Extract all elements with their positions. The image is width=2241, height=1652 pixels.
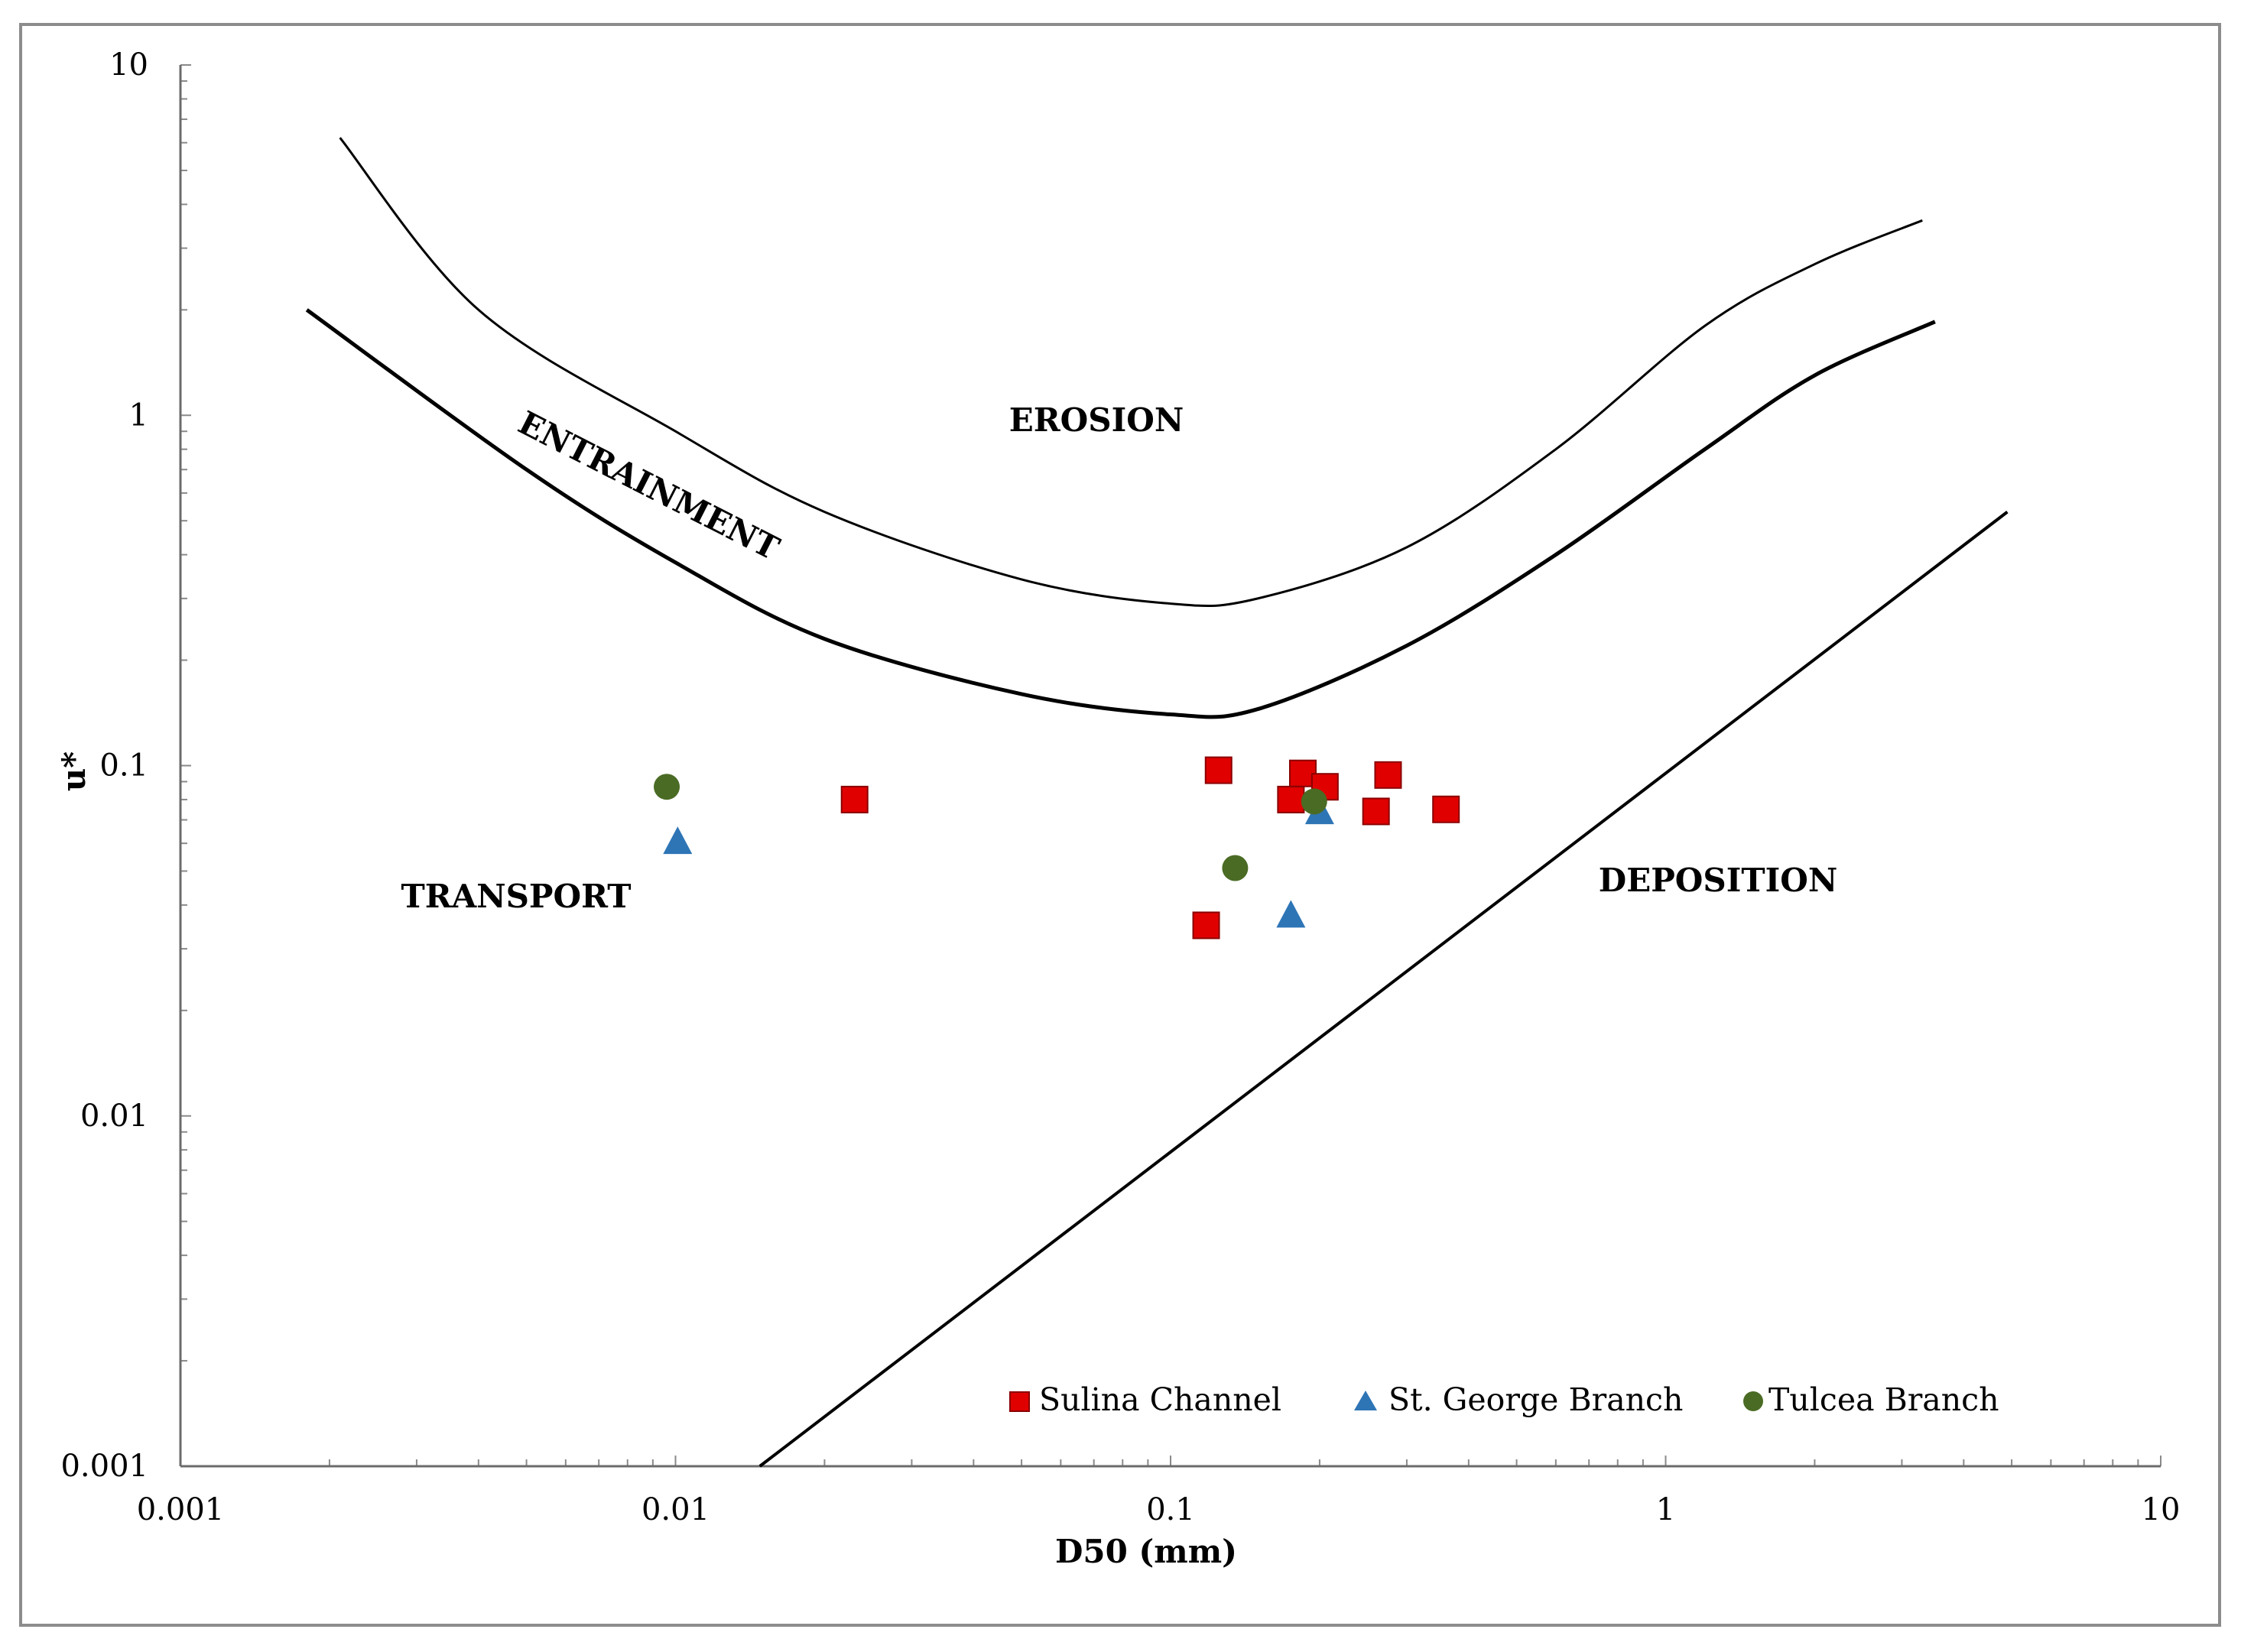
y-tick-labels: 0.001 0.01 0.1 1 10 xyxy=(60,47,148,1484)
data-points xyxy=(654,756,1460,940)
x-tick-label: 0.1 xyxy=(1146,1492,1195,1527)
tulcea-branch-point xyxy=(1222,855,1249,881)
x-tick-label: 0.01 xyxy=(641,1492,710,1527)
legend-label-st-george: St. George Branch xyxy=(1388,1381,1683,1418)
erosion-threshold-curve xyxy=(339,137,1923,608)
annotation-erosion: EROSION xyxy=(1009,401,1184,439)
legend-marker-st-george xyxy=(1354,1391,1377,1410)
y-tick-label: 10 xyxy=(109,47,148,83)
legend-label-sulina: Sulina Channel xyxy=(1039,1381,1281,1418)
sulina-channel-point xyxy=(1204,756,1233,784)
annotation-transport: TRANSPORT xyxy=(401,878,631,915)
deposition-threshold-curve xyxy=(758,511,2009,1468)
st-george-branch-point xyxy=(1276,900,1306,928)
sulina-channel-point xyxy=(1432,795,1460,823)
x-tick-label: 1 xyxy=(1656,1492,1675,1527)
entrainment-threshold-curve xyxy=(305,308,1936,719)
sulina-channel-point xyxy=(1362,797,1390,826)
y-axis-title: u* xyxy=(55,751,93,792)
y-tick-label: 1 xyxy=(129,398,148,433)
sulina-channel-point xyxy=(1192,911,1220,940)
axes xyxy=(179,65,2161,1468)
tulcea-branch-point xyxy=(654,774,680,800)
x-tick-label: 0.001 xyxy=(137,1492,225,1527)
threshold-curves xyxy=(305,137,2009,1468)
y-tick-label: 0.001 xyxy=(60,1449,148,1484)
legend-marker-sulina xyxy=(1009,1391,1030,1412)
chart-frame: 0.001 0.01 0.1 1 10 0.001 0.01 0.1 1 10 EROSION … xyxy=(19,23,2221,1627)
annotation-deposition: DEPOSITION xyxy=(1599,862,1837,899)
st-george-branch-point xyxy=(663,826,693,855)
tulcea-branch-point xyxy=(1301,788,1327,815)
legend-label-tulcea: Tulcea Branch xyxy=(1768,1381,1999,1418)
x-tick-labels: 0.001 0.01 0.1 1 10 xyxy=(137,1492,2181,1527)
minor-ticks xyxy=(180,64,2161,1467)
y-tick-label: 0.01 xyxy=(80,1099,148,1134)
sulina-channel-point xyxy=(840,785,869,813)
x-tick-label: 10 xyxy=(2142,1492,2181,1527)
sulina-channel-point xyxy=(1374,761,1402,789)
legend: Sulina Channel St. George Branch Tulcea … xyxy=(1009,1381,1999,1418)
x-axis-title: D50 (mm) xyxy=(1055,1533,1237,1570)
y-tick-label: 0.1 xyxy=(99,748,148,784)
legend-marker-tulcea xyxy=(1743,1391,1763,1411)
sulina-channel-point xyxy=(1277,785,1305,813)
